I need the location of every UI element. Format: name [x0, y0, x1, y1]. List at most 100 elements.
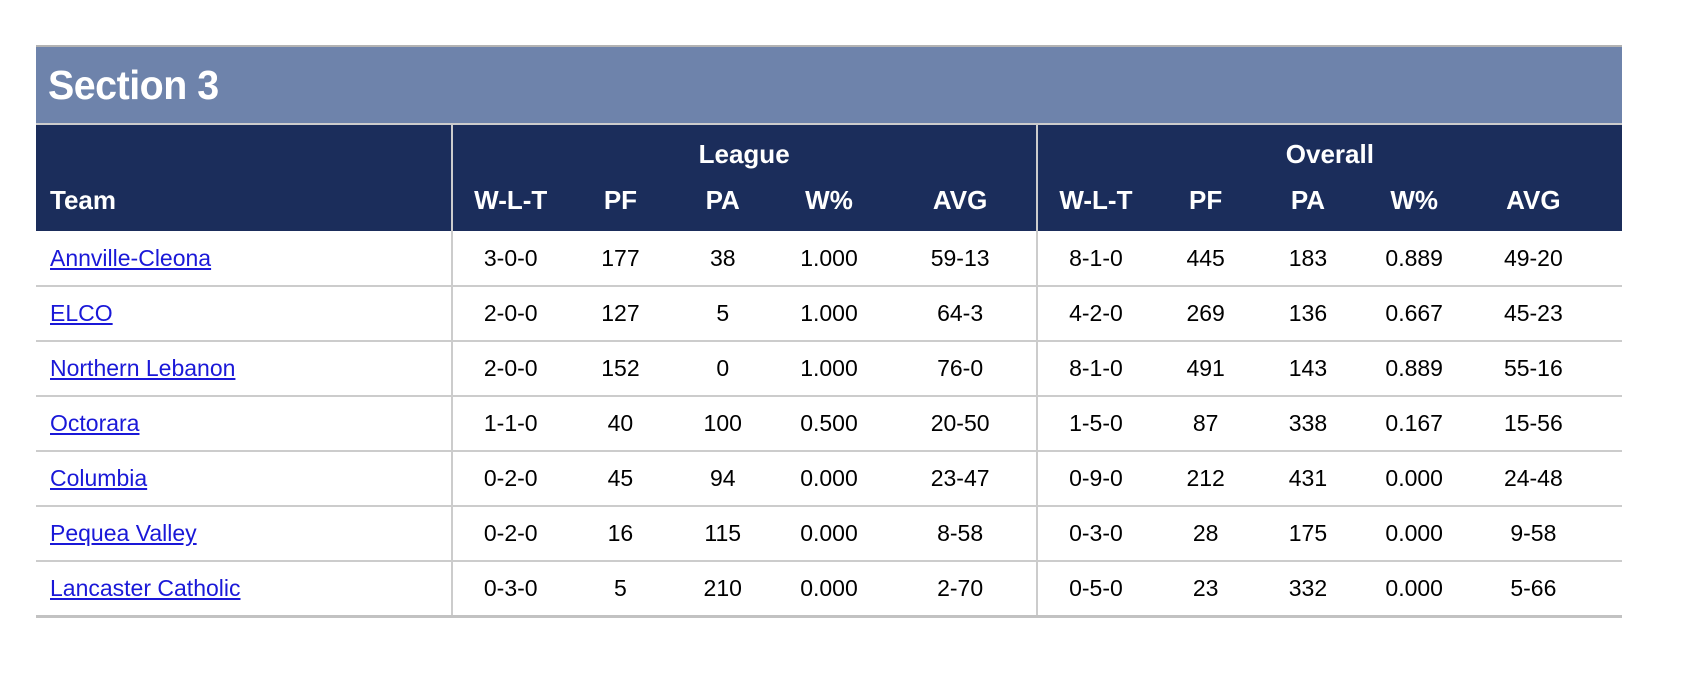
column-header-overall-avg: AVG: [1469, 175, 1622, 231]
column-header-league-wlt: W-L-T: [450, 175, 569, 231]
overall-stat-cell: 23: [1154, 560, 1258, 616]
overall-stat-cell: 143: [1257, 340, 1359, 396]
league-stat-cell: 59-13: [884, 231, 1037, 286]
league-stat-cell: 0.500: [773, 395, 885, 451]
overall-stat-cell: 1-5-0: [1035, 395, 1155, 451]
overall-stat-cell: 0-9-0: [1035, 450, 1155, 506]
league-stat-cell: 0.000: [773, 450, 885, 506]
overall-stat-cell: 332: [1257, 560, 1359, 616]
team-cell: Lancaster Catholic: [36, 560, 452, 616]
league-stat-cell: 100: [671, 395, 774, 451]
league-stat-cell: 5: [568, 560, 672, 616]
overall-stat-cell: 431: [1257, 450, 1359, 506]
league-stat-cell: 127: [568, 285, 672, 341]
overall-stat-cell: 15-56: [1469, 395, 1622, 451]
league-stat-cell: 115: [671, 505, 774, 561]
table-row: Octorara 1-1-0 40 100 0.500 20-50 1-5-0 87 338 0.…: [36, 395, 1622, 451]
table-row: Columbia 0-2-0 45 94 0.000 23-47 0-9-0 212 431 0.…: [36, 450, 1622, 506]
table-row: ELCO 2-0-0 127 5 1.000 64-3 4-2-0 269 136 0.667 45…: [36, 285, 1622, 341]
overall-stat-cell: 55-16: [1469, 340, 1622, 396]
team-cell: Annville-Cleona: [36, 231, 452, 286]
column-header-league-avg: AVG: [884, 175, 1037, 231]
team-link[interactable]: Lancaster Catholic: [50, 574, 241, 601]
column-header-league-wpct: W%: [773, 175, 885, 231]
league-stat-cell: 38: [671, 231, 774, 286]
league-stat-cell: 152: [568, 340, 672, 396]
team-group-spacer: [36, 125, 452, 175]
team-link[interactable]: Northern Lebanon: [50, 355, 236, 381]
league-stat-cell: 2-70: [884, 560, 1037, 616]
overall-stat-cell: 8-1-0: [1035, 231, 1155, 286]
league-stat-cell: 1.000: [773, 285, 885, 341]
league-stat-cell: 64-3: [884, 285, 1037, 341]
section-title: Section 3: [48, 61, 219, 108]
group-header-row: League Overall: [36, 125, 1622, 175]
column-header-team: Team: [36, 175, 452, 231]
team-link[interactable]: Octorara: [50, 410, 140, 436]
overall-stat-cell: 0-3-0: [1035, 505, 1155, 561]
team-cell: ELCO: [36, 285, 452, 341]
league-stat-cell: 76-0: [884, 340, 1037, 396]
overall-stat-cell: 0.889: [1358, 340, 1470, 396]
overall-stat-cell: 183: [1257, 231, 1359, 286]
table-row: Northern Lebanon 2-0-0 152 0 1.000 76-0 8-1-0 4…: [36, 340, 1622, 396]
overall-stat-cell: 0.667: [1358, 285, 1470, 341]
overall-stat-cell: 175: [1257, 505, 1359, 561]
table-row: Lancaster Catholic 0-3-0 5 210 0.000 2-70 0-5-…: [36, 560, 1622, 616]
overall-stat-cell: 45-23: [1469, 285, 1622, 341]
overall-stat-cell: 87: [1154, 395, 1258, 451]
overall-stat-cell: 0.889: [1358, 231, 1470, 286]
team-cell: Northern Lebanon: [36, 340, 452, 396]
overall-stat-cell: 0.167: [1358, 395, 1470, 451]
table-row: Pequea Valley 0-2-0 16 115 0.000 8-58 0-3-0 28 1…: [36, 505, 1622, 561]
overall-stat-cell: 269: [1154, 285, 1258, 341]
overall-stat-cell: 24-48: [1469, 450, 1622, 506]
overall-stat-cell: 5-66: [1469, 560, 1622, 616]
team-link[interactable]: ELCO: [50, 300, 113, 326]
standings-container: Section 3 League Overall Team W-L-T PF P…: [36, 45, 1622, 618]
overall-stat-cell: 0.000: [1358, 505, 1470, 561]
team-cell: Octorara: [36, 395, 452, 451]
overall-stat-cell: 445: [1154, 231, 1258, 286]
overall-stat-cell: 0.000: [1358, 450, 1470, 506]
team-cell: Pequea Valley: [36, 505, 452, 561]
overall-stat-cell: 9-58: [1469, 505, 1622, 561]
overall-stat-cell: 212: [1154, 450, 1258, 506]
column-header-overall-pf: PF: [1154, 175, 1258, 231]
league-stat-cell: 20-50: [884, 395, 1037, 451]
league-stat-cell: 0-2-0: [450, 505, 569, 561]
league-stat-cell: 0.000: [773, 560, 885, 616]
league-stat-cell: 23-47: [884, 450, 1037, 506]
overall-stat-cell: 28: [1154, 505, 1258, 561]
overall-stat-cell: 0.000: [1358, 560, 1470, 616]
league-stat-cell: 2-0-0: [450, 340, 569, 396]
team-link[interactable]: Columbia: [50, 465, 148, 491]
team-link[interactable]: Pequea Valley: [50, 520, 197, 546]
league-stat-cell: 0-3-0: [450, 560, 569, 616]
league-stat-cell: 2-0-0: [450, 285, 569, 341]
league-stat-cell: 5: [671, 285, 774, 341]
overall-stat-cell: 0-5-0: [1035, 560, 1155, 616]
column-header-overall-pa: PA: [1257, 175, 1359, 231]
league-stat-cell: 45: [568, 450, 672, 506]
group-header-overall: Overall: [1035, 125, 1622, 175]
team-link[interactable]: Annville-Cleona: [50, 244, 212, 271]
standings-body: Annville-Cleona 3-0-0 177 38 1.000 59-13 8-1-0…: [36, 231, 1622, 616]
league-stat-cell: 0: [671, 340, 774, 396]
overall-stat-cell: 8-1-0: [1035, 340, 1155, 396]
league-stat-cell: 0-2-0: [450, 450, 569, 506]
league-stat-cell: 16: [568, 505, 672, 561]
league-stat-cell: 40: [568, 395, 672, 451]
league-stat-cell: 210: [671, 560, 774, 616]
column-header-overall-wpct: W%: [1358, 175, 1470, 231]
league-stat-cell: 8-58: [884, 505, 1037, 561]
overall-stat-cell: 136: [1257, 285, 1359, 341]
league-stat-cell: 1-1-0: [450, 395, 569, 451]
league-stat-cell: 94: [671, 450, 774, 506]
league-stat-cell: 177: [568, 231, 672, 286]
overall-stat-cell: 491: [1154, 340, 1258, 396]
league-stat-cell: 1.000: [773, 340, 885, 396]
overall-stat-cell: 49-20: [1469, 231, 1622, 286]
column-header-overall-wlt: W-L-T: [1035, 175, 1155, 231]
team-cell: Columbia: [36, 450, 452, 506]
